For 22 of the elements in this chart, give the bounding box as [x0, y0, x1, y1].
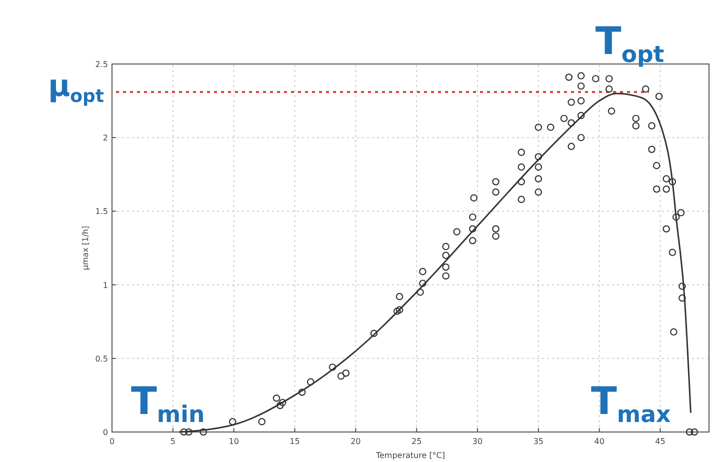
- x-tick-label: 25: [412, 437, 422, 446]
- y-tick-label: 1: [102, 280, 108, 290]
- x-axis-title: Temperature [°C]: [374, 451, 446, 460]
- x-tick-label: 30: [472, 437, 483, 446]
- y-tick-label: 2: [102, 134, 108, 143]
- y-axis-title: μmax [1/h]: [81, 226, 90, 270]
- x-tick-label: 40: [594, 437, 604, 446]
- x-tick-label: 10: [228, 437, 239, 446]
- y-tick-label: 1.5: [95, 207, 108, 216]
- y-tick-label: 0.5: [95, 354, 108, 364]
- ref-line-label: μ$_{opt}$: [48, 68, 104, 108]
- x-tick-label: 20: [350, 437, 361, 446]
- x-tick-label: 5: [170, 437, 176, 446]
- x-tick-label: 45: [655, 437, 666, 446]
- y-tick-label: 0: [102, 428, 108, 437]
- y-tick-label: 2.5: [95, 60, 108, 69]
- x-tick-label: 35: [533, 437, 544, 446]
- x-tick-label: 15: [290, 437, 300, 446]
- annotation: T$_{max}$: [590, 379, 672, 428]
- annotation: T$_{opt}$: [595, 18, 664, 68]
- x-tick-label: 0: [109, 437, 115, 446]
- annotation: T$_{min}$: [131, 379, 205, 428]
